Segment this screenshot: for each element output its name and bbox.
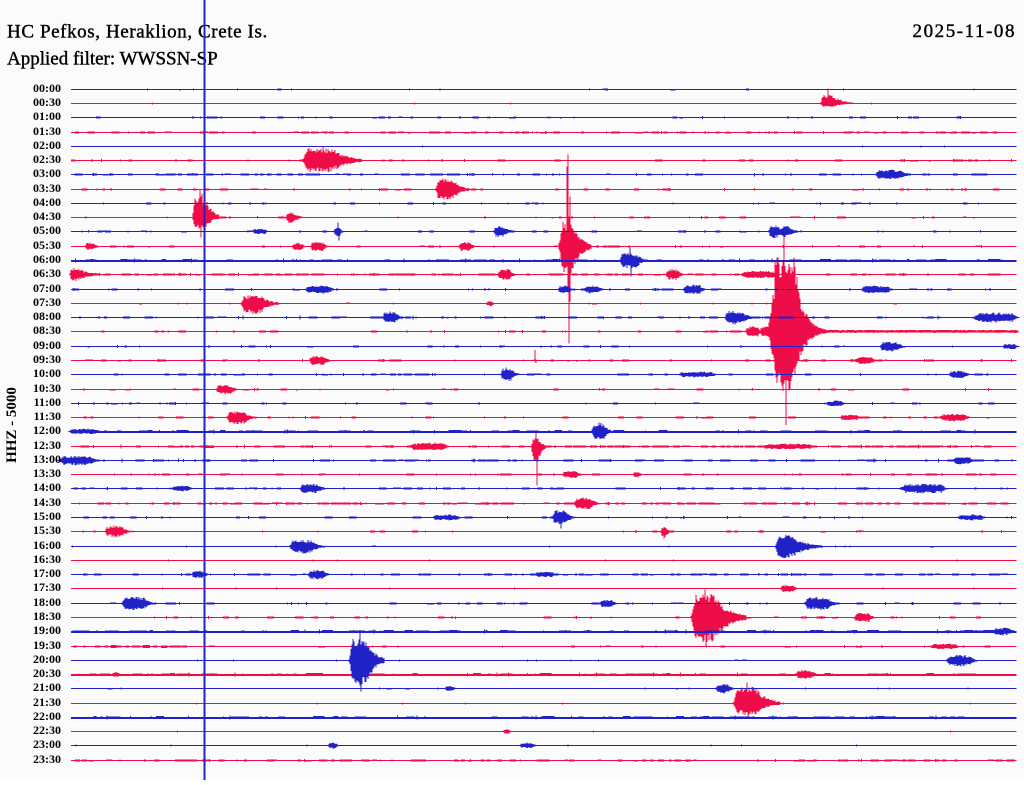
svg-text:09:00: 09:00 — [33, 338, 61, 352]
svg-text:14:00: 14:00 — [33, 480, 61, 494]
svg-text:13:30: 13:30 — [33, 466, 61, 480]
svg-text:16:00: 16:00 — [33, 538, 61, 552]
svg-text:08:30: 08:30 — [33, 323, 61, 337]
svg-text:Applied filter: WWSSN-SP: Applied filter: WWSSN-SP — [7, 49, 218, 70]
svg-text:16:30: 16:30 — [33, 552, 61, 566]
svg-text:05:30: 05:30 — [33, 238, 61, 252]
svg-text:07:00: 07:00 — [33, 281, 61, 295]
svg-text:20:00: 20:00 — [33, 652, 61, 666]
svg-text:00:30: 00:30 — [33, 95, 61, 109]
svg-text:00:00: 00:00 — [33, 81, 61, 95]
svg-text:03:00: 03:00 — [33, 166, 61, 180]
svg-text:13:00: 13:00 — [33, 452, 61, 466]
svg-text:HHZ - 5000: HHZ - 5000 — [4, 387, 20, 463]
svg-text:10:30: 10:30 — [33, 381, 61, 395]
svg-text:18:30: 18:30 — [33, 609, 61, 623]
svg-text:11:30: 11:30 — [34, 409, 61, 423]
svg-text:01:00: 01:00 — [33, 109, 61, 123]
svg-text:01:30: 01:30 — [33, 124, 61, 138]
svg-text:21:00: 21:00 — [33, 680, 61, 694]
svg-text:22:30: 22:30 — [33, 723, 61, 737]
svg-text:02:00: 02:00 — [33, 138, 61, 152]
svg-text:22:00: 22:00 — [33, 709, 61, 723]
svg-text:18:00: 18:00 — [33, 595, 61, 609]
svg-text:23:30: 23:30 — [33, 752, 61, 766]
svg-text:17:00: 17:00 — [33, 566, 61, 580]
svg-text:02:30: 02:30 — [33, 152, 61, 166]
svg-text:15:30: 15:30 — [33, 523, 61, 537]
svg-text:21:30: 21:30 — [33, 695, 61, 709]
svg-text:08:00: 08:00 — [33, 309, 61, 323]
svg-text:2025-11-08: 2025-11-08 — [913, 21, 1016, 42]
svg-text:09:30: 09:30 — [33, 352, 61, 366]
svg-text:19:00: 19:00 — [33, 623, 61, 637]
svg-text:11:00: 11:00 — [34, 395, 61, 409]
svg-text:23:00: 23:00 — [33, 737, 61, 751]
svg-text:04:00: 04:00 — [33, 195, 61, 209]
svg-text:05:00: 05:00 — [33, 223, 61, 237]
svg-text:12:00: 12:00 — [33, 423, 61, 437]
svg-text:10:00: 10:00 — [33, 366, 61, 380]
svg-text:06:30: 06:30 — [33, 266, 61, 280]
svg-text:19:30: 19:30 — [33, 638, 61, 652]
svg-text:07:30: 07:30 — [33, 295, 61, 309]
svg-text:17:30: 17:30 — [33, 580, 61, 594]
svg-text:20:30: 20:30 — [33, 666, 61, 680]
svg-text:HC Pefkos, Heraklion, Crete Is: HC Pefkos, Heraklion, Crete Is. — [7, 22, 268, 43]
svg-text:03:30: 03:30 — [33, 181, 61, 195]
svg-text:14:30: 14:30 — [33, 495, 61, 509]
svg-text:06:00: 06:00 — [33, 252, 61, 266]
svg-text:04:30: 04:30 — [33, 209, 61, 223]
svg-text:15:00: 15:00 — [33, 509, 61, 523]
svg-text:12:30: 12:30 — [33, 438, 61, 452]
